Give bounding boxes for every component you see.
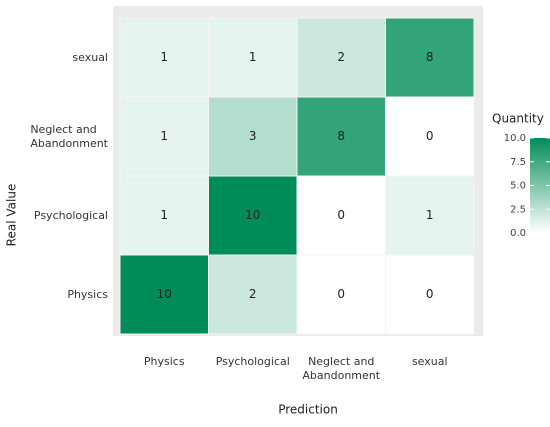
- cell-label: 2: [249, 287, 257, 301]
- legend-tick-label: 0.0: [510, 228, 526, 239]
- cell-label: 1: [160, 129, 168, 143]
- heatmap-cell: [385, 17, 475, 98]
- y-tick-label: Physics: [67, 287, 108, 301]
- cell-label: 10: [245, 208, 260, 222]
- cell-label: 1: [426, 208, 434, 222]
- heatmap-cell: [385, 175, 475, 256]
- cell-label: 2: [337, 50, 345, 64]
- cell-label: 1: [160, 208, 168, 222]
- cell-label: 0: [426, 287, 434, 301]
- x-tick-label: Physics: [143, 355, 185, 368]
- heatmap-cell: [208, 17, 298, 98]
- y-tick-label: sexual: [72, 50, 108, 64]
- x-tick-label: Psychological: [215, 355, 290, 368]
- cell-label: 8: [337, 129, 345, 143]
- legend-colorbar: [530, 138, 550, 233]
- x-tick-label: Neglect and Abandonment: [302, 355, 381, 382]
- legend-tick-label: 5.0: [510, 181, 526, 192]
- cell-label: 3: [249, 129, 257, 143]
- heatmap-cell: [296, 254, 386, 335]
- cell-label: 1: [249, 50, 257, 64]
- y-tick-label: Neglect and Abandonment: [30, 122, 108, 150]
- heatmap-cell: [296, 17, 386, 98]
- heatmap-cell: [296, 96, 386, 177]
- x-axis-title: Prediction: [278, 403, 338, 417]
- y-axis-title: Real Value: [5, 184, 19, 247]
- legend-title: Quantity: [492, 112, 544, 126]
- heatmap-cell: [385, 96, 475, 177]
- cell-label: 1: [160, 50, 168, 64]
- cell-label: 8: [426, 50, 434, 64]
- legend-tick-label: 2.5: [510, 204, 526, 215]
- cell-label: 10: [157, 287, 172, 301]
- cell-label: 0: [337, 287, 345, 301]
- cell-label: 0: [337, 208, 345, 222]
- cell-label: 0: [426, 129, 434, 143]
- legend-tick-label: 10.0: [504, 133, 526, 144]
- heatmap-cell: [208, 96, 298, 177]
- heatmap-cell: [119, 17, 209, 98]
- heatmap-cell: [208, 254, 298, 335]
- y-tick-label: Psychological: [33, 208, 108, 222]
- legend-tick-label: 7.5: [510, 157, 526, 168]
- heatmap-cell: [296, 175, 386, 256]
- x-tick-label: sexual: [411, 355, 448, 368]
- heatmap-cell: [119, 96, 209, 177]
